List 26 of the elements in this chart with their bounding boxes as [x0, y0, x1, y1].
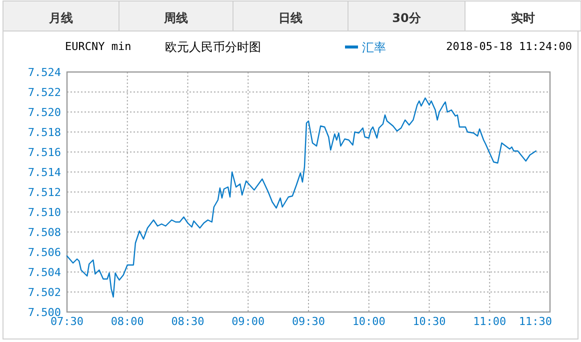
y-tick-label: 7.522 — [28, 86, 61, 99]
chart-title: 欧元人民币分时图 — [165, 40, 261, 54]
x-tick-label: 10:30 — [412, 315, 446, 328]
tabs: 月线 周线 日线 30分 实时 — [2, 0, 581, 32]
y-tick-label: 7.516 — [28, 146, 61, 159]
y-tick-label: 7.524 — [28, 66, 62, 79]
x-tick-label: 10:00 — [352, 315, 386, 328]
y-tick-label: 7.520 — [28, 106, 61, 119]
x-tick-label: 09:00 — [232, 315, 265, 328]
y-tick-label: 7.514 — [28, 166, 62, 179]
x-tick-label: 08:00 — [110, 315, 144, 328]
y-tick-label: 7.508 — [28, 226, 61, 239]
text: 2018-05-18 11:24:00 — [446, 40, 572, 53]
legend-label: 汇率 — [362, 40, 386, 54]
x-tick-label: 11:00 — [473, 315, 506, 328]
chart-subtitle: EURCNY min — [65, 40, 132, 53]
y-tick-label: 7.506 — [28, 246, 61, 259]
x-tick-label: 09:30 — [292, 315, 326, 328]
x-tick-label: 07:30 — [50, 315, 84, 328]
y-tick-label: 7.512 — [28, 186, 61, 199]
x-tick-label: 08:30 — [171, 315, 204, 328]
y-tick-label: 7.504 — [28, 266, 62, 279]
y-tick-label: 7.502 — [28, 286, 61, 299]
y-tick-label: 7.518 — [28, 126, 61, 139]
x-tick-label: 11:30 — [518, 315, 552, 328]
y-tick-label: 7.510 — [28, 206, 61, 219]
